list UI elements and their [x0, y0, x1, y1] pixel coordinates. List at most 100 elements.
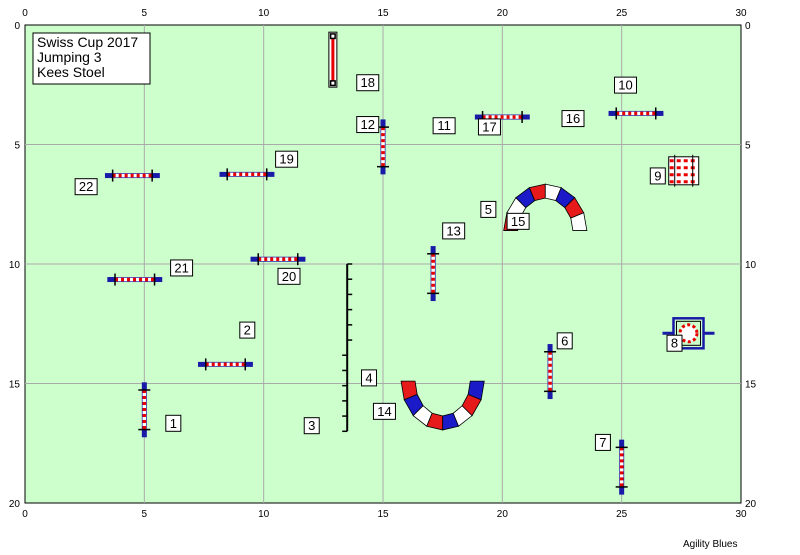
number-text: 4: [365, 370, 372, 385]
obstacle-number-label: 12: [356, 116, 380, 134]
number-text: 13: [446, 223, 460, 238]
info-line: Swiss Cup 2017: [37, 34, 138, 50]
y-tick-label-left: 15: [9, 380, 21, 391]
obstacle-number-label: 14: [372, 402, 396, 420]
tire-ring: [678, 323, 699, 344]
jump-obstacle: [198, 358, 253, 371]
obstacle-number-label: 2: [239, 321, 256, 339]
obstacle-number-label: 15: [506, 212, 530, 230]
number-text: 12: [361, 117, 375, 132]
number-box: [594, 433, 611, 451]
number-text: 11: [437, 118, 451, 133]
number-box: [356, 116, 380, 134]
number-text: 18: [361, 75, 375, 90]
obstacle-number-label: 20: [277, 267, 301, 285]
y-tick-label-left: 10: [9, 260, 21, 271]
number-box: [275, 150, 299, 168]
info-line: Jumping 3: [37, 49, 102, 65]
number-text: 9: [654, 168, 661, 183]
y-tick-label-right: 15: [745, 380, 757, 391]
info-box: [32, 32, 151, 85]
obstacle-number-label: 19: [275, 150, 299, 168]
number-box: [666, 334, 683, 352]
tunnel-segment: [467, 380, 485, 401]
x-tick-label-bottom: 30: [735, 509, 747, 520]
x-tick-label-top: 20: [497, 8, 509, 19]
number-text: 19: [279, 152, 293, 167]
y-tick-label-right: 0: [745, 21, 751, 32]
wall-obstacle: [668, 154, 700, 187]
obstacle-number-label: 4: [361, 369, 378, 387]
info-line: Kees Stoel: [37, 64, 105, 80]
y-tick-label-right: 10: [745, 260, 757, 271]
number-text: 10: [618, 78, 632, 93]
number-text: 1: [170, 416, 177, 431]
jump-obstacle: [427, 246, 440, 302]
brand-label: Agility Blues: [683, 539, 737, 550]
x-tick-label-top: 5: [142, 8, 148, 19]
number-box: [649, 167, 666, 185]
obstacle-number-label: 18: [356, 74, 380, 92]
number-text: 3: [308, 418, 315, 433]
number-box: [74, 178, 98, 196]
number-text: 16: [566, 111, 580, 126]
jump-obstacle: [544, 344, 557, 400]
number-box: [303, 417, 320, 435]
jump-obstacle: [104, 169, 160, 182]
jump-obstacle: [107, 273, 163, 286]
x-tick-label-bottom: 10: [258, 509, 270, 520]
number-box: [432, 117, 456, 135]
pole-end-dot: [331, 34, 335, 38]
jump-obstacle: [377, 119, 389, 175]
x-tick-label-top: 10: [258, 8, 270, 19]
jump-obstacle: [250, 253, 306, 266]
number-box: [561, 110, 585, 128]
number-box: [170, 259, 194, 277]
obstacle-number-label: 8: [666, 334, 683, 352]
x-tick-label-bottom: 20: [497, 509, 509, 520]
x-tick-label-top: 15: [377, 8, 389, 19]
obstacle-number-label: 17: [477, 118, 501, 136]
number-box: [361, 369, 378, 387]
number-text: 6: [561, 333, 568, 348]
obstacle-number-label: 21: [170, 259, 194, 277]
tunnel-segment: [570, 212, 588, 231]
y-tick-label-right: 20: [745, 499, 757, 510]
obstacle-number-label: 5: [480, 200, 497, 218]
weave-poles: [342, 263, 353, 433]
obstacle-number-label: 16: [561, 110, 585, 128]
obstacle-number-label: 7: [594, 433, 611, 451]
obstacle-number-label: 10: [614, 76, 638, 94]
number-text: 21: [174, 260, 188, 275]
obstacle-number-label: 9: [649, 167, 666, 185]
number-box: [277, 267, 301, 285]
obstacle-number-label: 22: [74, 178, 98, 196]
jump-obstacle: [219, 168, 275, 181]
number-box: [480, 200, 497, 218]
obstacle-number-label: 6: [556, 332, 573, 350]
y-tick-label-left: 5: [14, 141, 20, 152]
number-text: 8: [671, 336, 678, 351]
pole-end-dot: [331, 81, 335, 85]
obstacle-number-label: 1: [165, 414, 182, 432]
tire-frame-inner: [675, 320, 701, 346]
jump-obstacle: [615, 439, 628, 495]
number-box: [506, 212, 530, 230]
tunnel-obstacle: [400, 380, 485, 431]
number-box: [442, 222, 466, 240]
jump-obstacle: [138, 382, 151, 438]
number-text: 20: [282, 269, 296, 284]
x-tick-label-bottom: 5: [142, 509, 148, 520]
y-tick-label-left: 0: [14, 21, 20, 32]
number-box: [477, 118, 501, 136]
number-text: 15: [511, 214, 525, 229]
jump-obstacle: [608, 107, 664, 120]
single-pole: [328, 31, 338, 88]
number-box: [556, 332, 573, 350]
x-tick-label-top: 25: [616, 8, 628, 19]
number-box: [165, 414, 182, 432]
y-tick-label-left: 20: [9, 499, 21, 510]
number-text: 17: [482, 119, 496, 134]
obstacle-number-label: 13: [442, 222, 466, 240]
